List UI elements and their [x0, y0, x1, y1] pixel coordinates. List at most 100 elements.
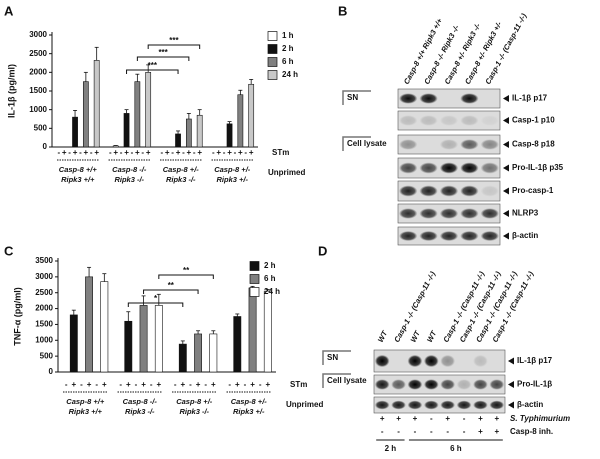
sign: - — [68, 148, 71, 157]
row-arrow — [503, 164, 509, 172]
section-label: Cell lysate — [347, 139, 387, 148]
band — [419, 162, 438, 174]
bar — [237, 94, 244, 148]
blot-strip — [373, 396, 506, 414]
bar — [185, 118, 192, 148]
significance-bracket — [158, 274, 214, 279]
row-arrow — [503, 141, 509, 148]
sign: - — [119, 380, 122, 389]
treatment-sign: - — [381, 427, 384, 436]
sign: - — [95, 380, 98, 389]
band — [399, 93, 418, 104]
x-tick-label: Ripk3 +/- — [217, 175, 249, 184]
sign: - — [109, 148, 112, 157]
x-tick-label: Ripk3 +/+ — [69, 407, 103, 416]
section-label: SN — [347, 93, 358, 102]
bar — [100, 281, 109, 373]
band — [419, 115, 438, 126]
band — [489, 379, 505, 390]
significance-bracket — [147, 44, 201, 49]
section-bracket — [322, 373, 351, 388]
treatment-sign: - — [414, 427, 417, 436]
blot-strip — [397, 88, 501, 109]
sign: + — [250, 380, 255, 389]
significance-label: ** — [168, 281, 175, 290]
row-label: Casp-1 p10 — [512, 116, 555, 125]
band — [391, 400, 406, 410]
x-tick-label: Casp-8 +/- — [176, 397, 213, 406]
significance-label: *** — [158, 48, 168, 57]
lane-label: WT — [409, 328, 423, 344]
legend-label: 2 h — [282, 44, 294, 53]
band — [456, 400, 472, 410]
sign: + — [124, 148, 129, 157]
significance-bracket — [136, 56, 190, 61]
error-bar — [186, 113, 191, 119]
bar — [85, 276, 93, 373]
bar — [194, 333, 202, 373]
bar — [145, 72, 152, 148]
section-label: Cell lysate — [327, 376, 367, 385]
significance-bracket — [126, 69, 179, 74]
band — [399, 185, 418, 197]
band — [374, 379, 390, 390]
x-tick-label: Ripk3 -/- — [166, 175, 196, 184]
band — [480, 162, 499, 174]
treatment-sign: - — [430, 414, 433, 423]
row-label: IL-1β p17 — [512, 94, 548, 103]
band — [473, 379, 488, 390]
error-bar — [235, 313, 240, 317]
error-bar — [180, 340, 185, 345]
row-label: NLRP3 — [512, 209, 539, 218]
significance-label: ** — [183, 266, 190, 275]
band — [440, 354, 456, 368]
error-bar — [265, 289, 270, 292]
treatment-sign: - — [463, 414, 466, 423]
panel-letter: B — [338, 3, 347, 18]
treatment-sign: + — [494, 414, 499, 423]
legend-swatch — [249, 287, 260, 297]
band — [423, 400, 439, 410]
sign: - — [90, 148, 93, 157]
y-axis-label: IL-1β (pg/ml) — [6, 64, 16, 118]
sign: - — [189, 380, 192, 389]
band — [460, 185, 479, 197]
bar — [209, 333, 218, 373]
lane-label: WT — [425, 328, 439, 344]
row-label: β-actin — [517, 400, 543, 409]
y-tick-label: 500 — [34, 123, 48, 132]
y-tick-label: 2000 — [29, 67, 47, 76]
sign: - — [182, 148, 185, 157]
sign: + — [62, 148, 67, 157]
legend-swatch — [267, 70, 278, 80]
significance-label: *** — [148, 61, 158, 70]
sign: + — [141, 380, 146, 389]
sign: - — [141, 148, 144, 157]
stim-label: STm — [272, 148, 289, 157]
band — [460, 162, 479, 174]
y-tick-label: 1500 — [29, 86, 47, 95]
stim-label: STm — [290, 380, 307, 389]
legend-label: 6 h — [282, 57, 294, 66]
legend-swatch — [267, 44, 278, 54]
row-arrow — [508, 401, 514, 409]
bar — [248, 287, 257, 373]
y-tick-label: 3500 — [35, 256, 53, 265]
treatment-sign: + — [396, 414, 401, 423]
band — [456, 379, 472, 390]
sign: - — [57, 148, 60, 157]
lane-label: WT — [376, 328, 390, 344]
bar — [134, 81, 141, 148]
error-bar — [141, 295, 146, 306]
significance-label: * — [154, 294, 158, 303]
band — [399, 208, 418, 219]
sign: + — [84, 148, 89, 157]
sign: + — [180, 380, 185, 389]
bar — [248, 83, 255, 148]
bar — [112, 145, 119, 148]
bar — [124, 320, 133, 373]
significance-bracket — [143, 289, 199, 294]
sign: - — [171, 148, 174, 157]
sign: - — [234, 148, 237, 157]
band — [439, 139, 459, 150]
